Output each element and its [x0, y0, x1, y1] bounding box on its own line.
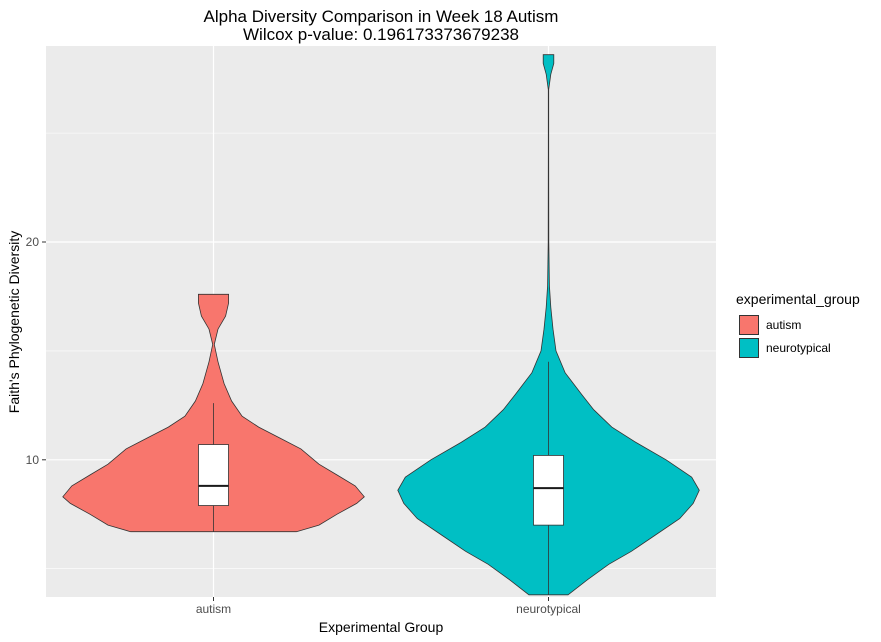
- x-tick-label: neurotypical: [516, 602, 581, 616]
- box-neurotypical: [533, 455, 564, 526]
- violins: [62, 54, 700, 596]
- legend-key-neurotypical: [739, 338, 759, 358]
- chart-title: Alpha Diversity Comparison in Week 18 Au…: [203, 7, 559, 26]
- box-autism: [198, 444, 229, 506]
- axes: 10 20 autism neurotypical: [26, 235, 581, 616]
- legend-title: experimental_group: [736, 291, 860, 307]
- y-tick-label: 10: [26, 453, 40, 467]
- legend-label-autism: autism: [766, 318, 802, 332]
- x-tick-label: autism: [196, 602, 231, 616]
- chart-subtitle: Wilcox p-value: 0.196173373679238: [243, 25, 519, 44]
- legend-label-neurotypical: neurotypical: [766, 341, 831, 355]
- legend-key-autism: [739, 315, 759, 335]
- y-tick-label: 20: [26, 235, 40, 249]
- x-axis-label: Experimental Group: [319, 619, 444, 635]
- violin-neurotypical: [397, 54, 700, 596]
- y-axis-label: Faith's Phylogenetic Diversity: [6, 231, 22, 413]
